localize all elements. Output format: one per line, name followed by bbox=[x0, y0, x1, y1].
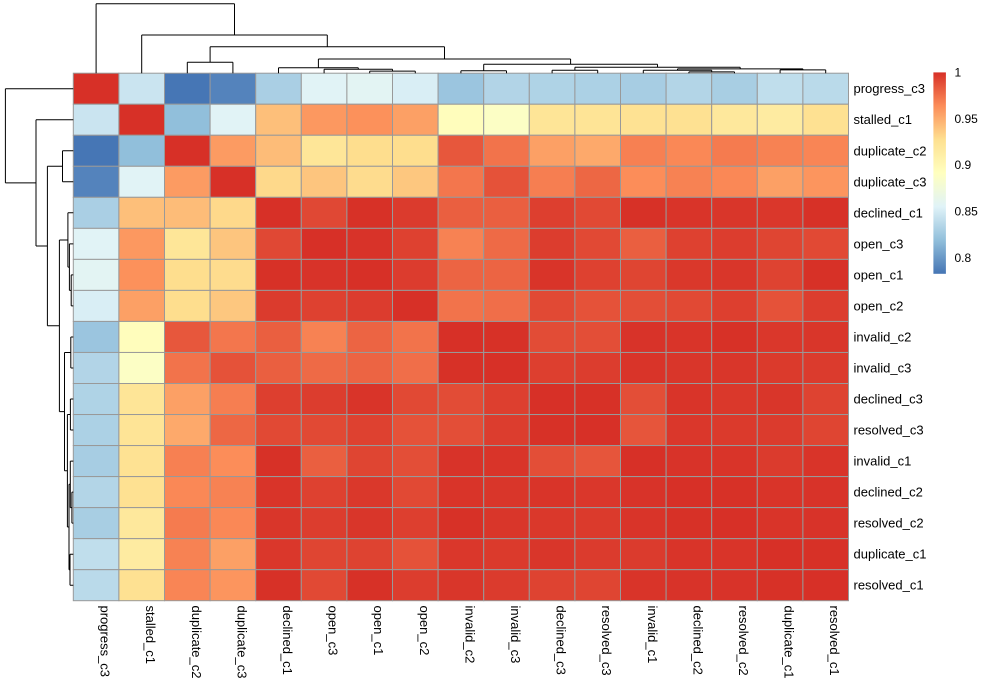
svg-text:invalid_c1: invalid_c1 bbox=[645, 606, 660, 664]
svg-text:open_c3: open_c3 bbox=[326, 606, 341, 656]
svg-text:invalid_c3: invalid_c3 bbox=[508, 606, 523, 664]
svg-text:duplicate_c3: duplicate_c3 bbox=[234, 606, 249, 679]
svg-text:stalled_c1: stalled_c1 bbox=[854, 112, 913, 127]
svg-text:progress_c3: progress_c3 bbox=[98, 606, 113, 678]
svg-text:duplicate_c2: duplicate_c2 bbox=[189, 606, 204, 679]
svg-text:invalid_c2: invalid_c2 bbox=[854, 330, 912, 345]
svg-text:0.9: 0.9 bbox=[955, 158, 972, 172]
svg-text:resolved_c1: resolved_c1 bbox=[854, 578, 924, 593]
svg-text:open_c2: open_c2 bbox=[854, 298, 904, 313]
svg-text:0.85: 0.85 bbox=[955, 205, 979, 219]
svg-text:resolved_c3: resolved_c3 bbox=[854, 423, 924, 438]
svg-text:resolved_c2: resolved_c2 bbox=[854, 516, 924, 531]
svg-text:1: 1 bbox=[955, 65, 962, 79]
svg-text:open_c3: open_c3 bbox=[854, 236, 904, 251]
svg-text:stalled_c1: stalled_c1 bbox=[143, 606, 158, 665]
svg-text:progress_c3: progress_c3 bbox=[854, 81, 926, 96]
svg-text:declined_c1: declined_c1 bbox=[854, 205, 923, 220]
svg-text:open_c1: open_c1 bbox=[854, 267, 904, 282]
svg-text:duplicate_c3: duplicate_c3 bbox=[854, 174, 927, 189]
svg-text:duplicate_c1: duplicate_c1 bbox=[854, 547, 927, 562]
svg-text:0.8: 0.8 bbox=[955, 251, 972, 265]
svg-text:resolved_c1: resolved_c1 bbox=[827, 606, 842, 676]
svg-text:open_c2: open_c2 bbox=[417, 606, 432, 656]
svg-text:declined_c3: declined_c3 bbox=[554, 606, 569, 675]
svg-text:resolved_c2: resolved_c2 bbox=[736, 606, 751, 676]
svg-text:invalid_c1: invalid_c1 bbox=[854, 454, 912, 469]
svg-text:declined_c2: declined_c2 bbox=[690, 606, 705, 675]
svg-text:duplicate_c1: duplicate_c1 bbox=[782, 606, 797, 679]
svg-text:invalid_c3: invalid_c3 bbox=[854, 361, 912, 376]
svg-text:invalid_c2: invalid_c2 bbox=[462, 606, 477, 664]
svg-text:resolved_c3: resolved_c3 bbox=[599, 606, 614, 676]
svg-text:duplicate_c2: duplicate_c2 bbox=[854, 143, 927, 158]
svg-text:declined_c2: declined_c2 bbox=[854, 485, 923, 500]
svg-text:0.95: 0.95 bbox=[955, 112, 979, 126]
svg-text:declined_c3: declined_c3 bbox=[854, 392, 923, 407]
svg-text:declined_c1: declined_c1 bbox=[280, 606, 295, 675]
svg-text:open_c1: open_c1 bbox=[371, 606, 386, 656]
